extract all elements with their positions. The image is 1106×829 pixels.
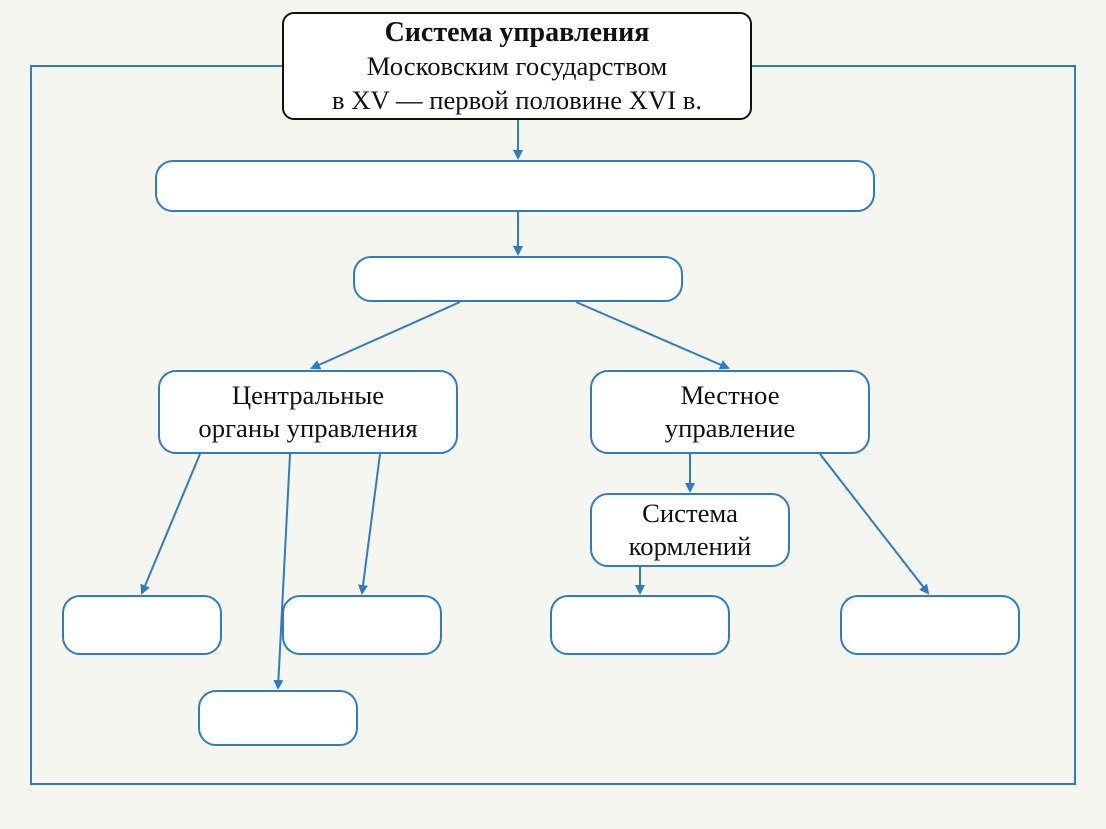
node-central-line-2: органы управления [198, 412, 417, 445]
node-level2 [353, 256, 683, 302]
node-title: Система управления Московским государств… [282, 12, 752, 120]
node-central-leaf-left [62, 595, 222, 655]
title-line-2: Московским государством [367, 50, 667, 83]
node-feeding: Система кормлений [590, 493, 790, 567]
node-central: Центральные органы управления [158, 370, 458, 454]
title-line-3: в XV — первой половине XVI в. [332, 84, 702, 117]
node-central-line-1: Центральные [232, 379, 384, 412]
node-feeding-line-2: кормлений [629, 530, 752, 563]
node-central-leaf-middle [198, 690, 358, 746]
node-local: Местное управление [590, 370, 870, 454]
diagram-canvas: Система управления Московским государств… [0, 0, 1106, 829]
node-local-line-2: управление [665, 412, 795, 445]
node-local-leaf-right [840, 595, 1020, 655]
node-feeding-line-1: Система [642, 497, 738, 530]
node-local-leaf-left [550, 595, 730, 655]
node-level1 [155, 160, 875, 212]
node-central-leaf-right [282, 595, 442, 655]
node-local-line-1: Местное [680, 379, 779, 412]
title-line-1: Система управления [385, 15, 650, 50]
